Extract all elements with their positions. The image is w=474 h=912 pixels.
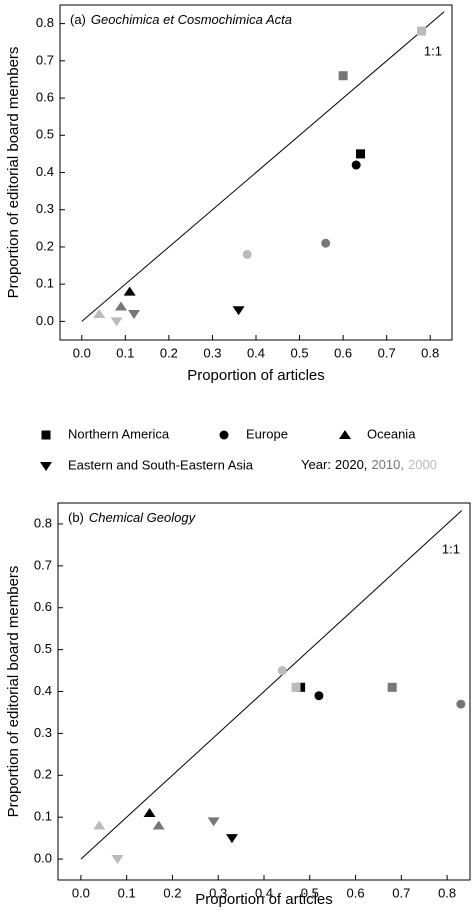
y-tick-label: 0.5	[34, 641, 52, 656]
x-tick-label: 0.6	[347, 885, 365, 900]
x-tick-label: 0.5	[301, 885, 319, 900]
marker-triangle-down	[110, 317, 123, 327]
marker-triangle-down	[111, 855, 124, 865]
y-tick-label: 0.8	[36, 15, 54, 30]
marker-triangle-up	[93, 820, 106, 830]
marker-triangle-up	[114, 301, 127, 311]
marker-triangle-down	[40, 462, 52, 471]
x-tick-label: 0.2	[160, 345, 178, 360]
x-tick-label: 0.3	[209, 885, 227, 900]
x-tick-label: 0.1	[118, 885, 136, 900]
one-to-one-line	[80, 510, 463, 860]
year-prefix: Year:	[301, 457, 331, 472]
marker-circle	[219, 430, 229, 440]
y-tick-label: 0.7	[34, 557, 52, 572]
panel-label: (a)	[70, 12, 86, 27]
y-tick-label: 0.4	[36, 164, 54, 179]
legend-label: Eastern and South-Eastern Asia	[68, 457, 254, 472]
diagonal-label: 1:1	[424, 43, 442, 58]
panel-title: (a) Geochimica et Cosmochimica Acta	[70, 12, 292, 27]
year-label: 2000	[408, 457, 437, 472]
x-tick-label: 0.4	[255, 885, 273, 900]
marker-square	[356, 149, 366, 159]
marker-triangle-up	[152, 820, 165, 830]
marker-triangle-up	[143, 807, 156, 817]
y-tick-label: 0.5	[36, 127, 54, 142]
x-tick-label: 0.0	[73, 345, 91, 360]
x-tick-label: 0.4	[247, 345, 265, 360]
marker-circle	[351, 160, 361, 170]
marker-triangle-down	[128, 309, 141, 319]
x-tick-label: 0.5	[291, 345, 309, 360]
panel-title-text: Geochimica et Cosmochimica Acta	[91, 12, 292, 27]
marker-square	[296, 682, 306, 692]
marker-triangle-up	[93, 308, 106, 318]
y-tick-label: 0.6	[36, 89, 54, 104]
y-tick-label: 0.7	[36, 52, 54, 67]
x-tick-label: 0.0	[72, 885, 90, 900]
y-tick-label: 0.3	[34, 725, 52, 740]
x-tick-label: 0.1	[116, 345, 134, 360]
x-tick-label: 0.6	[334, 345, 352, 360]
marker-square	[41, 430, 51, 440]
marker-circle	[242, 249, 252, 259]
x-tick-label: 0.8	[438, 885, 456, 900]
marker-triangle-down	[225, 834, 238, 844]
x-tick-label: 0.3	[203, 345, 221, 360]
legend-label: Oceania	[367, 426, 416, 441]
x-tick-label: 0.2	[163, 885, 181, 900]
panel-label: (b)	[68, 510, 84, 525]
x-axis-title: Proportion of articles	[187, 367, 325, 384]
marker-triangle-up	[339, 430, 351, 439]
y-tick-label: 0.8	[34, 515, 52, 530]
x-tick-label: 0.7	[378, 345, 396, 360]
year-label: 2020,	[335, 457, 368, 472]
marker-triangle-down	[207, 817, 220, 827]
y-tick-label: 0.2	[36, 238, 54, 253]
marker-square	[417, 26, 427, 36]
y-tick-label: 0.0	[36, 313, 54, 328]
one-to-one-line	[81, 11, 445, 322]
marker-circle	[277, 666, 287, 676]
x-tick-label: 0.8	[421, 345, 439, 360]
marker-circle	[456, 699, 466, 709]
y-axis-title: Proportion of editorial board members	[5, 47, 22, 299]
panel-title-text: Chemical Geology	[89, 510, 197, 525]
legend-label: Northern America	[68, 426, 170, 441]
y-tick-label: 0.6	[34, 599, 52, 614]
marker-circle	[314, 691, 324, 701]
y-tick-label: 0.1	[34, 809, 52, 824]
marker-square	[338, 71, 348, 81]
marker-square	[291, 682, 301, 692]
panel-title: (b) Chemical Geology	[68, 510, 197, 525]
y-tick-label: 0.0	[34, 850, 52, 865]
year-legend: Year: 2020, 2010, 2000	[301, 457, 437, 472]
year-label: 2010,	[371, 457, 404, 472]
x-axis-title: Proportion of articles	[195, 891, 333, 908]
y-axis-title: Proportion of editorial board members	[5, 566, 22, 818]
marker-triangle-down	[232, 306, 245, 316]
x-tick-label: 0.7	[392, 885, 410, 900]
marker-square	[387, 682, 397, 692]
diagonal-label: 1:1	[442, 541, 460, 556]
y-tick-label: 0.3	[36, 201, 54, 216]
y-tick-label: 0.2	[34, 767, 52, 782]
legend-label: Europe	[246, 426, 288, 441]
marker-triangle-up	[123, 286, 136, 296]
marker-circle	[321, 238, 331, 248]
y-tick-label: 0.4	[34, 683, 52, 698]
y-tick-label: 0.1	[36, 276, 54, 291]
